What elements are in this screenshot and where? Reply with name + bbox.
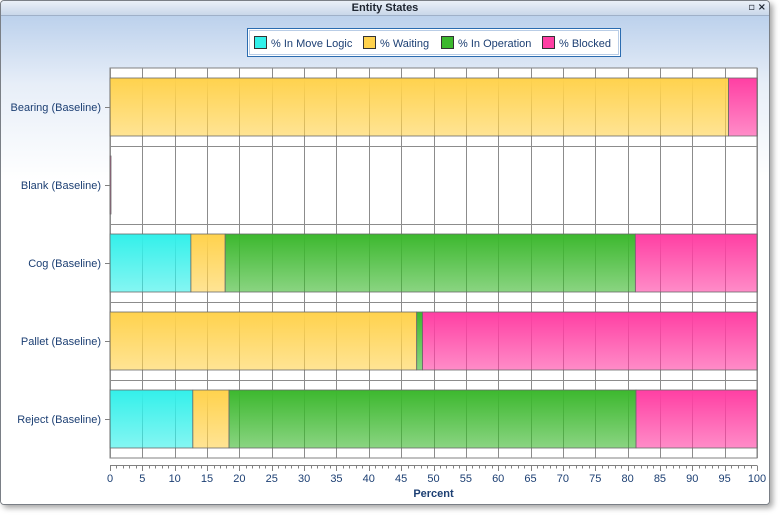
legend-box — [247, 28, 621, 57]
x-tick-label: 10 — [169, 473, 181, 485]
bar-segment — [109, 155, 112, 215]
bar-segment — [228, 389, 637, 449]
chart-area: Bearing (Baseline) Blank (Baseline) Cog (B… — [1, 16, 769, 504]
x-tick-label: 30 — [298, 473, 310, 485]
close-icon[interactable]: × — [757, 2, 766, 13]
x-tick-label: 75 — [589, 473, 601, 485]
x-tick-label: 15 — [201, 473, 213, 485]
x-tick-label: 20 — [233, 473, 245, 485]
title-bar: Entity States ▫ × — [1, 1, 769, 16]
chart-window: Entity States ▫ × Bearing (Baseline) Blan… — [0, 0, 770, 505]
x-tick-label: 5 — [139, 473, 145, 485]
x-tick-label: 60 — [492, 473, 504, 485]
x-tick-label: 90 — [686, 473, 698, 485]
x-tick-label: 55 — [460, 473, 472, 485]
legend-label: % In Move Logic — [271, 38, 353, 50]
bar-segment — [109, 389, 194, 449]
x-tick-label: 65 — [524, 473, 536, 485]
x-tick-label: 35 — [330, 473, 342, 485]
bar-segment — [224, 233, 636, 293]
x-tick-label: 85 — [654, 473, 666, 485]
window-title: Entity States — [351, 2, 419, 14]
x-tick-label: 0 — [107, 473, 113, 485]
category-label: Reject (Baseline) — [17, 414, 101, 426]
x-tick-label: 100 — [748, 473, 766, 485]
bar-segment — [634, 233, 758, 293]
legend-label: % Blocked — [559, 38, 611, 50]
legend-inner-border — [249, 30, 619, 55]
bar-segment — [109, 77, 729, 137]
legend-swatch — [254, 36, 267, 49]
category-label: Bearing (Baseline) — [11, 102, 102, 114]
bar-segment — [190, 233, 226, 293]
entity-states-chart: Bearing (Baseline) Blank (Baseline) Cog (B… — [11, 28, 766, 500]
legend-label: % In Operation — [458, 38, 531, 50]
bar-segment — [109, 311, 418, 371]
legend-label: % Waiting — [380, 38, 429, 50]
legend-swatch — [542, 36, 555, 49]
x-tick-label: 25 — [266, 473, 278, 485]
x-tick-label: 70 — [557, 473, 569, 485]
x-tick-label: 95 — [719, 473, 731, 485]
category-label: Pallet (Baseline) — [21, 336, 101, 348]
x-tick-label: 40 — [363, 473, 375, 485]
bar-segment — [109, 233, 192, 293]
bar-segment — [728, 77, 758, 137]
bar-segment — [416, 311, 423, 371]
category-label: Blank (Baseline) — [21, 180, 101, 192]
x-axis-title: Percent — [413, 488, 454, 500]
bar-segment — [635, 389, 758, 449]
bar-segment — [422, 311, 758, 371]
restore-icon[interactable]: ▫ — [748, 2, 755, 13]
legend-swatch — [441, 36, 454, 49]
x-tick-label: 50 — [427, 473, 439, 485]
x-tick-label: 80 — [621, 473, 633, 485]
legend-swatch — [363, 36, 376, 49]
x-tick-label: 45 — [395, 473, 407, 485]
bar-segment — [192, 389, 230, 449]
category-label: Cog (Baseline) — [28, 258, 101, 270]
